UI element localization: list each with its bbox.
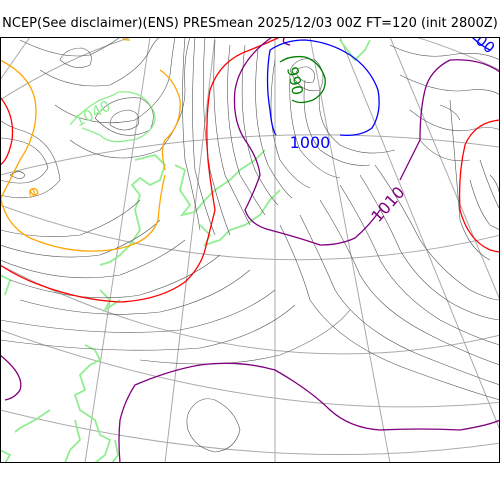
isobar-1020: [0, 37, 500, 303]
isobars: [0, 37, 500, 453]
label-1000: 1000: [290, 133, 331, 152]
pressure-map: 1040 990 1000 1010 00 0: [0, 37, 500, 463]
coastlines: [0, 39, 371, 463]
label-1030-small: 0: [29, 187, 36, 200]
isobar-1040: [69, 91, 156, 143]
isobar-1000: [266, 37, 491, 136]
map-title: NCEP(See disclaimer)(ENS) PRESmean 2025/…: [2, 16, 498, 31]
isobar-1010: [0, 37, 500, 463]
graticule: [0, 37, 500, 463]
label-990: 990: [283, 65, 307, 97]
isobar-990: [279, 55, 326, 104]
